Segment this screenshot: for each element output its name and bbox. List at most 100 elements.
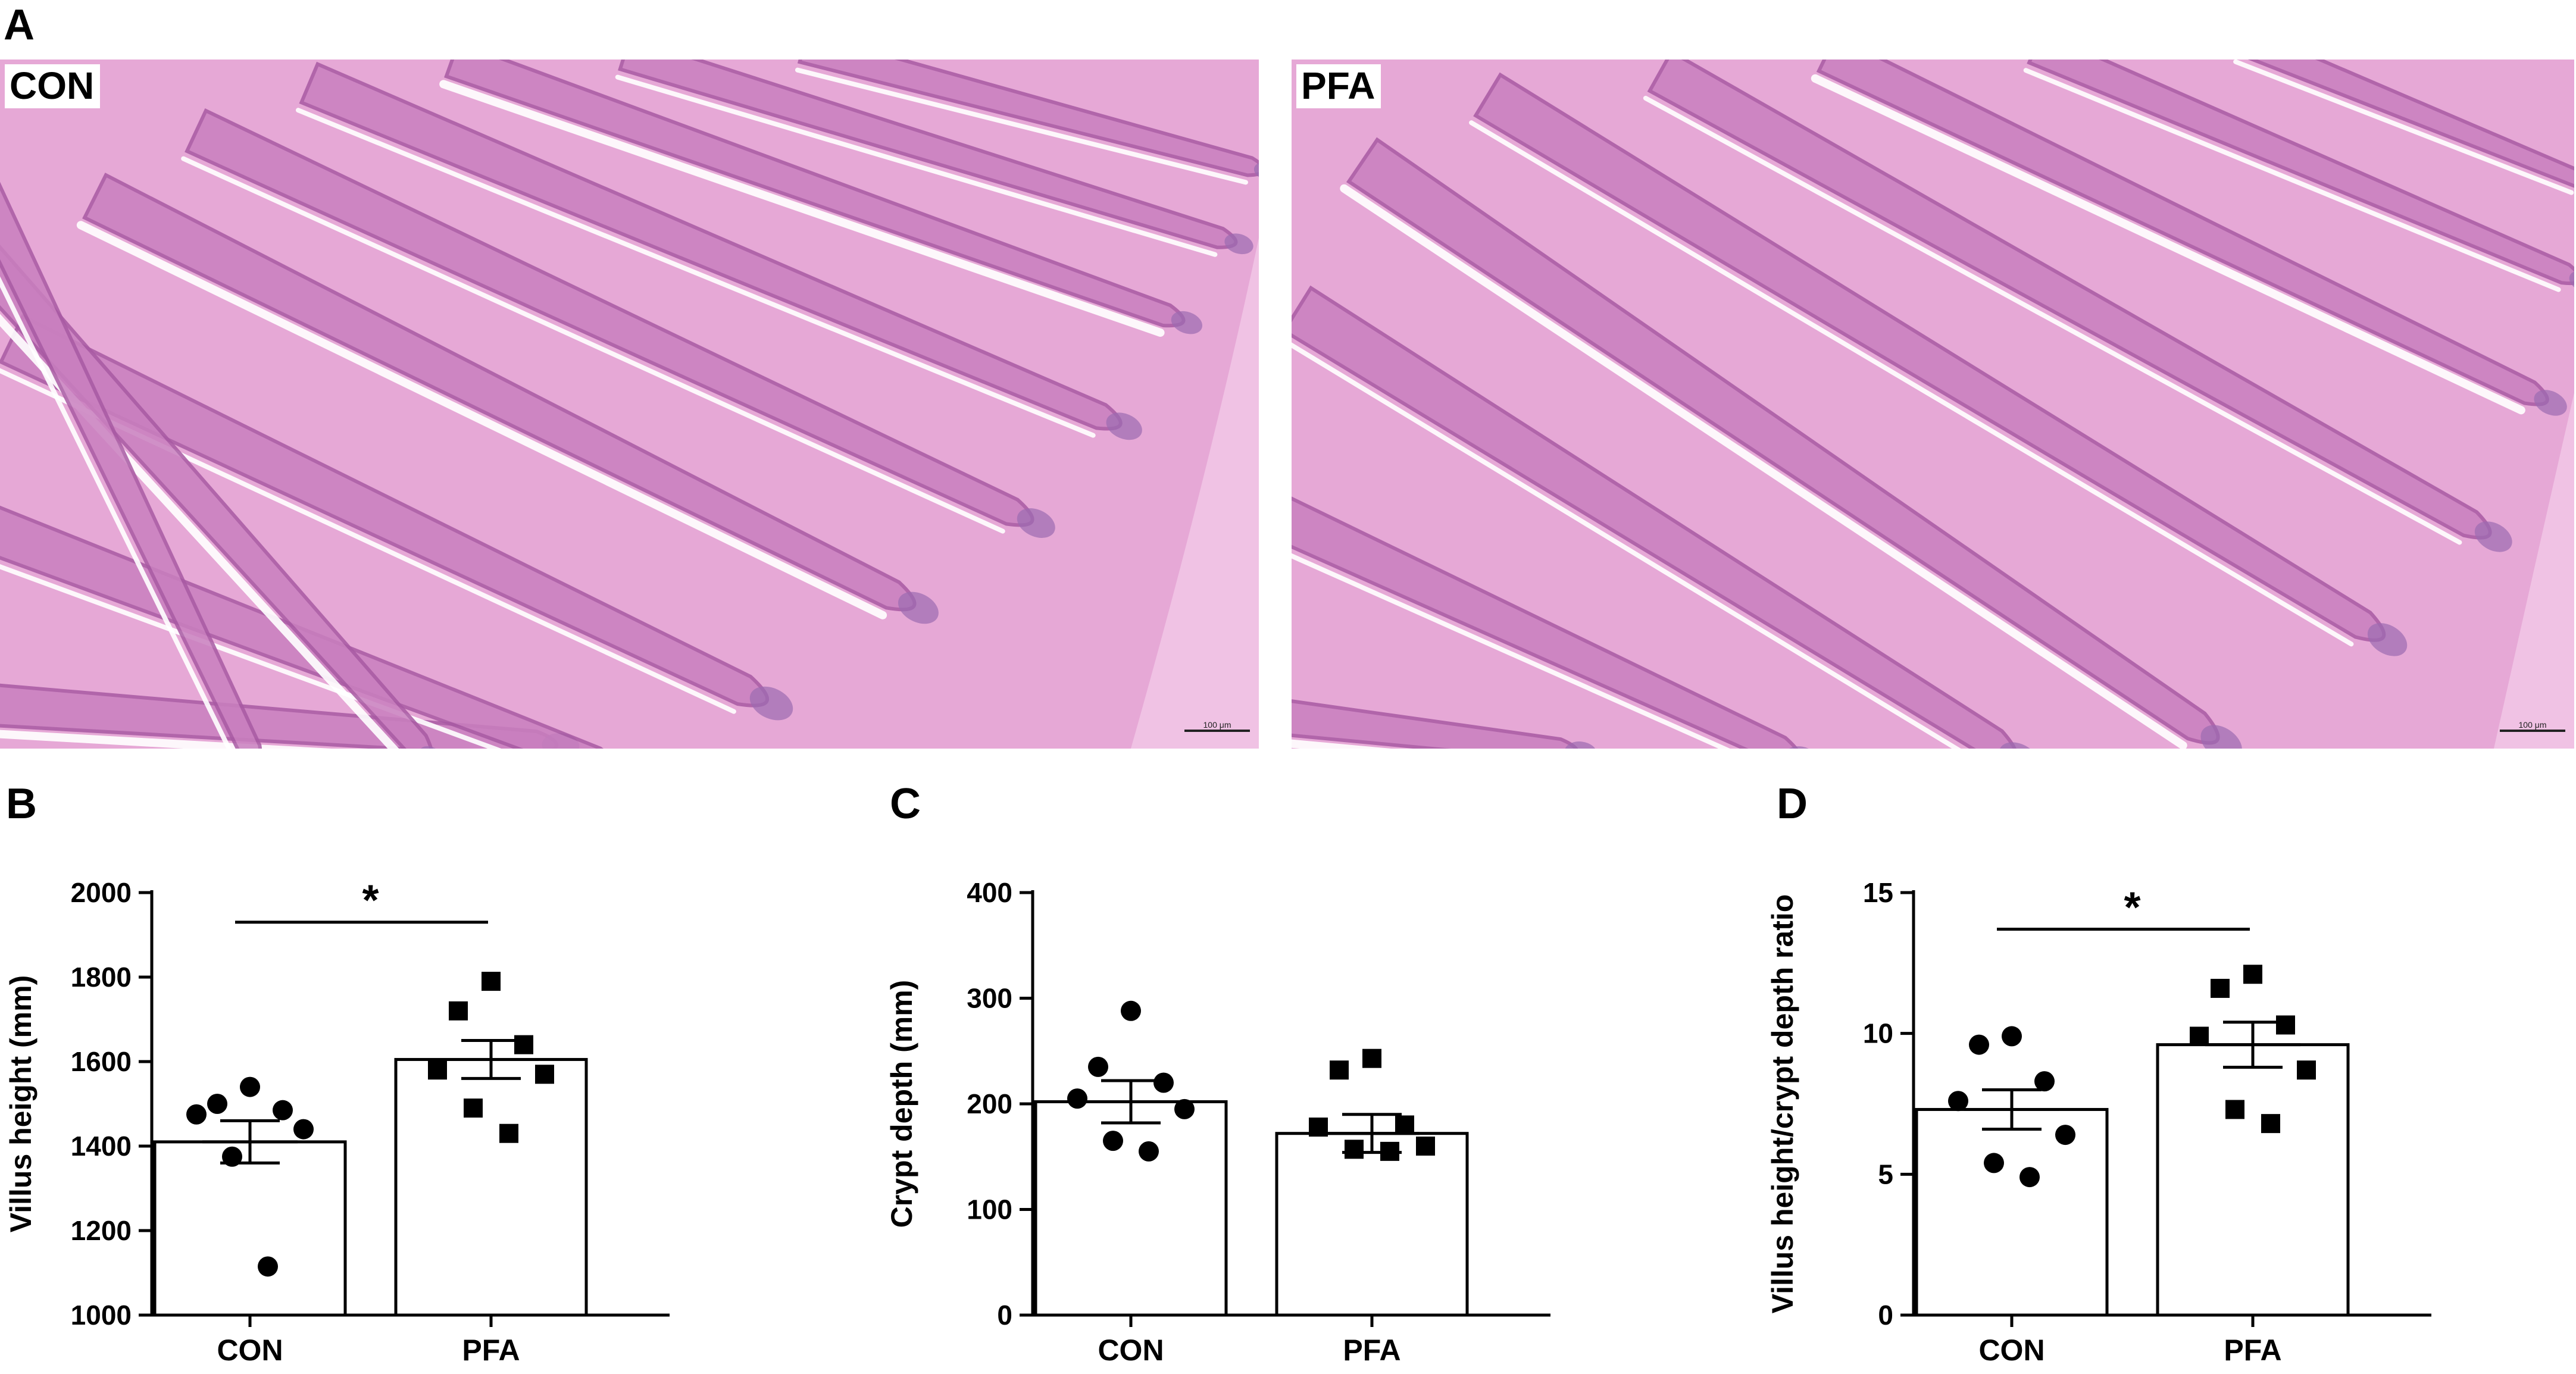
x-tick-label: CON [1098, 1334, 1164, 1367]
villi-group [1292, 60, 2574, 749]
data-point [482, 972, 501, 991]
villi-group [0, 60, 1259, 749]
data-point [1121, 1000, 1141, 1021]
x-tick-label: CON [217, 1334, 283, 1367]
bar-pfa [2156, 1043, 2350, 1317]
panel-letter-c: C [890, 780, 921, 828]
chart-b-svg: 1000 1200 1400 1600 1800 2000 Villus height (m… [4, 877, 670, 1367]
scale-bar: 100 μm [1184, 720, 1250, 732]
data-point [2276, 1015, 2295, 1035]
data-point [2225, 1100, 2244, 1119]
lumen-gap [795, 67, 1248, 185]
data-point [293, 1119, 314, 1140]
significance-marker: * [2124, 884, 2140, 932]
data-point [2019, 1167, 2040, 1188]
scale-bar-label: 100 μm [1203, 720, 1231, 730]
scale-bar-line [2500, 730, 2565, 732]
lumen-gap [0, 276, 232, 749]
lumen-gap [1811, 74, 2525, 415]
muscularis-layer [1131, 238, 1259, 749]
lumen-gap [2233, 60, 2574, 195]
data-point [1309, 1118, 1328, 1137]
y-tick-label: 1800 [71, 962, 132, 993]
lumen-gap [2023, 68, 2561, 292]
data-point [1153, 1072, 1174, 1093]
crypt [2474, 521, 2512, 552]
y-tick-label: 200 [967, 1088, 1012, 1119]
data-point [2261, 1114, 2280, 1134]
x-tick-label: PFA [2224, 1334, 2281, 1367]
y-tick-label: 1400 [71, 1131, 132, 1162]
lumen-gap [1292, 739, 1392, 749]
bar-con [1034, 1100, 1228, 1317]
micrograph-label: CON [5, 64, 101, 108]
x-tick-label: PFA [462, 1334, 520, 1367]
micrograph-pfa: PFA 100 μm [1292, 60, 2574, 749]
crypt [2367, 623, 2408, 656]
data-point [1174, 1098, 1195, 1119]
y-tick-label: 1000 [71, 1300, 132, 1331]
data-point [1088, 1056, 1108, 1077]
data-point [1345, 1140, 1364, 1159]
micrograph-pfa-image [1292, 60, 2574, 749]
data-point [2297, 1060, 2316, 1080]
data-point [1362, 1049, 1381, 1068]
bar-con [1915, 1107, 2109, 1317]
villus [797, 60, 1259, 177]
villus [0, 181, 262, 749]
villus [1292, 496, 1799, 749]
panel-letter-a: A [4, 1, 35, 49]
y-tick-label: 15 [1863, 877, 1893, 908]
chart-c-svg: 0 100 200 300 400 Crypt depth (mm) CON PFA [885, 877, 1550, 1367]
data-point [2190, 1026, 2209, 1046]
data-point [535, 1065, 554, 1084]
lumen-gap [295, 108, 1096, 438]
lumen-gap [181, 156, 1005, 534]
crypt [2200, 725, 2242, 749]
lumen-gap [439, 80, 1165, 337]
data-point [2034, 1071, 2055, 1092]
y-tick-label: 400 [967, 877, 1012, 908]
villus [1292, 285, 2017, 749]
crypt [1106, 412, 1142, 440]
lumen-gap [0, 564, 502, 749]
data-point [1330, 1060, 1349, 1080]
data-point [1139, 1141, 1159, 1162]
data-point [1103, 1131, 1123, 1151]
chart-villus-height: 1000 1200 1400 1600 1800 2000 Villus height (m… [0, 833, 833, 1374]
data-point [1380, 1141, 1399, 1161]
muscularis-layer [2494, 393, 2574, 749]
data-point [186, 1104, 207, 1125]
y-tick-label: 1600 [71, 1046, 132, 1077]
y-tick-label: 1200 [71, 1215, 132, 1246]
data-point [2211, 978, 2230, 998]
y-axis-label: Crypt depth (mm) [885, 980, 918, 1228]
data-point [499, 1123, 518, 1143]
data-point [514, 1035, 533, 1054]
lumen-gap [1292, 342, 1961, 749]
micrograph-con-image [0, 60, 1259, 749]
data-point [428, 1060, 447, 1080]
crypt [1224, 233, 1253, 255]
chart-crypt-depth: 0 100 200 300 400 Crypt depth (mm) CON PFA [881, 833, 1714, 1374]
scale-bar-line [1184, 730, 1250, 732]
micrograph-con: CON 100 μm [0, 60, 1259, 749]
crypt [1564, 741, 1597, 749]
scale-bar-label: 100 μm [2518, 720, 2547, 730]
data-point [273, 1100, 293, 1121]
villus [0, 244, 433, 749]
y-tick-label: 100 [967, 1194, 1012, 1225]
data-point [1067, 1088, 1087, 1109]
lumen-gap [1469, 120, 2354, 647]
data-point [2055, 1125, 2075, 1145]
chart-d-svg: 0 5 10 15 Villus height/crypt depth ratio CON… [1766, 877, 2431, 1367]
crypt [749, 686, 793, 721]
data-point [1969, 1034, 1989, 1055]
data-point [2243, 965, 2262, 984]
data-point [464, 1098, 483, 1118]
data-point [2002, 1026, 2022, 1047]
bar-pfa [394, 1057, 588, 1317]
y-tick-label: 300 [967, 983, 1012, 1014]
significance-marker: * [362, 877, 379, 925]
y-tick-label: 10 [1863, 1018, 1893, 1049]
